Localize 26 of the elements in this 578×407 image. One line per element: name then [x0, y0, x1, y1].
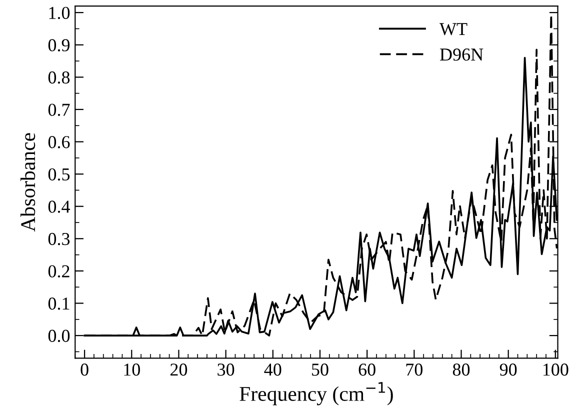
x-tick-label: 50: [312, 364, 328, 376]
x-tick-label: 60: [358, 364, 376, 376]
x-tick-label: 10: [124, 364, 140, 376]
y-tick-label: 0.1: [48, 298, 70, 310]
y-tick-label: 0.3: [48, 232, 70, 246]
legend-label: D96N: [440, 48, 484, 61]
x-tick-label: 80: [452, 364, 470, 376]
y-tick-label: 1.0: [49, 6, 70, 20]
y-axis-title: Absorbance: [20, 133, 36, 232]
x-tick-label: 70: [406, 364, 422, 376]
y-tick-label: 0.9: [48, 39, 70, 52]
legend-label: WT: [439, 23, 468, 36]
y-tick-label: 0.4: [48, 200, 70, 213]
x-tick-label: 40: [264, 364, 282, 376]
y-tick-label: 0.6: [48, 136, 70, 148]
x-tick-label: 20: [170, 364, 188, 376]
y-tick-label: 0.7: [48, 104, 70, 116]
y-tick-label: 0.2: [48, 265, 70, 278]
x-tick-label: 0: [80, 364, 88, 376]
y-tick-label: 0.8: [48, 71, 70, 84]
y-tick-label: 0.0: [48, 330, 70, 342]
x-tick-label: 30: [218, 364, 234, 376]
x-tick-label: 90: [500, 364, 517, 376]
x-tick-label: 100: [543, 364, 568, 376]
x-axis-title: Frequency (cm$^{−1}$): [240, 382, 393, 406]
y-tick-label: 0.5: [48, 168, 70, 181]
